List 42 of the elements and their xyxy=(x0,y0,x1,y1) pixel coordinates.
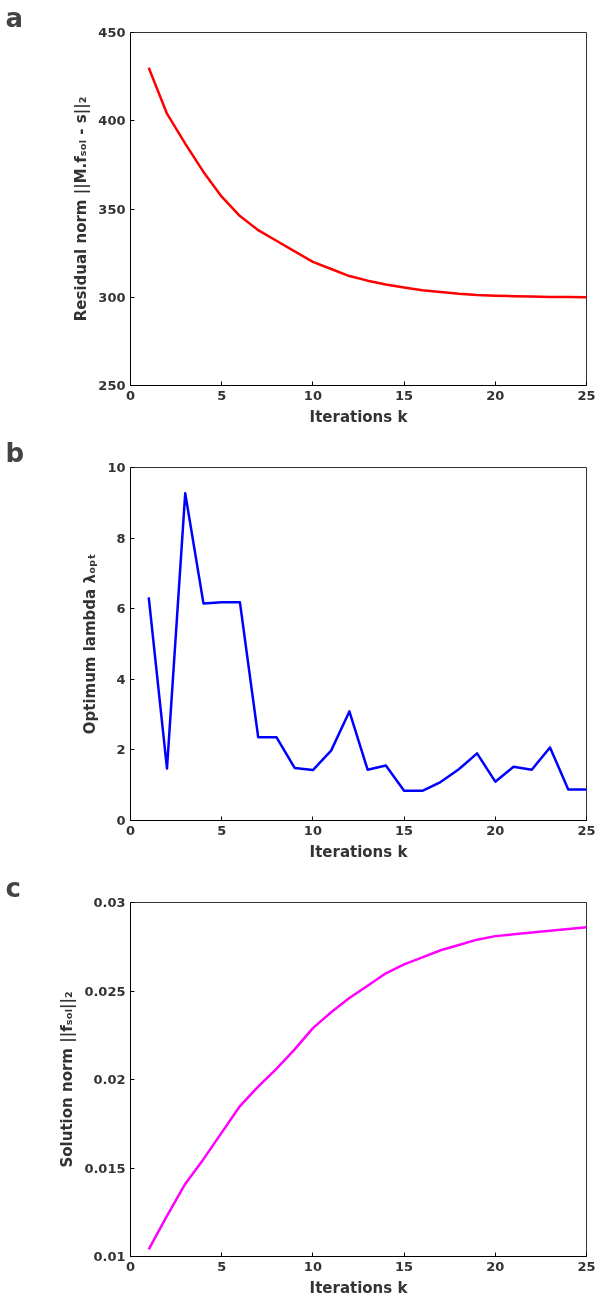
chart-title: a xyxy=(5,2,24,33)
x-tick-label: 5 xyxy=(217,1258,227,1274)
y-tick-label: 4 xyxy=(116,671,126,687)
x-tick-label: 10 xyxy=(303,387,322,403)
x-tick-label: 15 xyxy=(395,822,414,838)
x-tick-label: 15 xyxy=(395,1258,414,1274)
y-tick-label: 0.02 xyxy=(93,1072,126,1087)
line-series xyxy=(147,66,587,299)
x-tick-label: 20 xyxy=(486,822,505,838)
y-tick-label: 0.01 xyxy=(93,1249,126,1264)
line-series xyxy=(147,926,587,1251)
x-tick-label: 25 xyxy=(577,822,596,838)
x-tick-label: 15 xyxy=(395,387,414,403)
chart-title: c xyxy=(5,872,21,903)
x-tick-label: 10 xyxy=(303,1258,322,1274)
y-tick-label: 6 xyxy=(116,601,126,617)
x-tick-label: 25 xyxy=(577,1258,596,1274)
y-tick-label: 0.015 xyxy=(84,1160,126,1176)
y-tick-label: 2 xyxy=(116,742,126,758)
x-axis-title: Iterations k xyxy=(309,842,409,861)
y-tick-label: 300 xyxy=(98,289,126,305)
x-axis-title: Iterations k xyxy=(309,407,409,426)
x-tick-label: 5 xyxy=(217,387,227,403)
x-tick-label: 20 xyxy=(486,387,505,403)
y-tick-label: 8 xyxy=(116,530,126,546)
x-tick-label: 25 xyxy=(577,387,596,403)
y-axis-title: Solution norm ||fₛₒₗ||₂ xyxy=(58,991,78,1168)
y-tick-label: 350 xyxy=(98,201,126,217)
y-tick-label: 450 xyxy=(98,25,126,40)
y-axis-title: Residual norm ||M.fₛₒₗ - s||₂ xyxy=(72,96,92,322)
chart-title: b xyxy=(5,437,25,468)
x-tick-label: 5 xyxy=(217,822,227,838)
line-series xyxy=(147,492,587,793)
y-tick-label: 10 xyxy=(107,460,126,475)
x-tick-label: 10 xyxy=(303,822,322,838)
y-tick-label: 0.025 xyxy=(84,983,126,999)
y-tick-label: 0.03 xyxy=(93,895,126,910)
x-axis-title: Iterations k xyxy=(309,1278,409,1297)
y-tick-label: 400 xyxy=(98,113,126,129)
x-tick-label: 20 xyxy=(486,1258,505,1274)
y-tick-label: 250 xyxy=(98,378,126,393)
y-axis-title: Optimum lambda λₒₚₜ xyxy=(81,553,100,735)
